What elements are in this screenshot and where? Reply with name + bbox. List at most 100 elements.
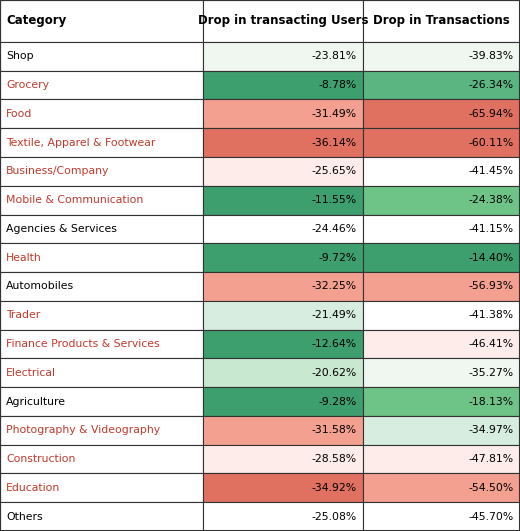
Bar (0, 272, 203, 301)
Bar (363, 129, 520, 157)
Bar (0, 243, 203, 272)
Bar (0, 416, 203, 444)
Bar (203, 71, 363, 99)
Text: Agriculture: Agriculture (6, 397, 66, 407)
Bar (203, 330, 363, 358)
Text: -32.25%: -32.25% (311, 281, 357, 292)
Text: Trader: Trader (6, 310, 41, 320)
Bar (363, 330, 520, 358)
Text: -25.08%: -25.08% (311, 511, 357, 521)
Text: Category: Category (6, 14, 67, 28)
Bar (363, 42, 520, 71)
Bar (363, 301, 520, 330)
Bar (0, 444, 203, 474)
Text: -8.78%: -8.78% (318, 80, 357, 90)
Bar (0, 0, 203, 42)
Text: Drop in transacting Users: Drop in transacting Users (198, 14, 368, 28)
Text: Finance Products & Services: Finance Products & Services (6, 339, 160, 349)
Bar (203, 243, 363, 272)
Text: -41.45%: -41.45% (469, 166, 514, 176)
Bar (0, 129, 203, 157)
Text: Mobile & Communication: Mobile & Communication (6, 195, 144, 205)
Bar (203, 99, 363, 129)
Text: Grocery: Grocery (6, 80, 49, 90)
Text: -23.81%: -23.81% (311, 52, 357, 62)
Text: -41.38%: -41.38% (469, 310, 514, 320)
Text: -35.27%: -35.27% (469, 368, 514, 378)
Text: -41.15%: -41.15% (469, 224, 514, 234)
Text: -12.64%: -12.64% (311, 339, 357, 349)
Text: -54.50%: -54.50% (469, 483, 514, 493)
Text: -39.83%: -39.83% (469, 52, 514, 62)
Text: Business/Company: Business/Company (6, 166, 110, 176)
Text: -34.92%: -34.92% (311, 483, 357, 493)
Bar (363, 186, 520, 215)
Text: -31.49%: -31.49% (311, 109, 357, 119)
Bar (0, 502, 203, 531)
Text: Drop in Transactions: Drop in Transactions (373, 14, 510, 28)
Text: Textile, Apparel & Footwear: Textile, Apparel & Footwear (6, 138, 155, 148)
Text: -11.55%: -11.55% (311, 195, 357, 205)
Text: Automobiles: Automobiles (6, 281, 74, 292)
Text: -24.46%: -24.46% (311, 224, 357, 234)
Bar (363, 474, 520, 502)
Text: -45.70%: -45.70% (469, 511, 514, 521)
Bar (0, 301, 203, 330)
Bar (203, 272, 363, 301)
Bar (203, 387, 363, 416)
Bar (0, 71, 203, 99)
Text: Shop: Shop (6, 52, 34, 62)
Bar (0, 99, 203, 129)
Bar (0, 330, 203, 358)
Text: -24.38%: -24.38% (469, 195, 514, 205)
Text: -34.97%: -34.97% (469, 425, 514, 435)
Text: Electrical: Electrical (6, 368, 56, 378)
Bar (0, 157, 203, 186)
Text: -60.11%: -60.11% (469, 138, 514, 148)
Bar (363, 157, 520, 186)
Bar (0, 186, 203, 215)
Bar (203, 157, 363, 186)
Text: -9.28%: -9.28% (318, 397, 357, 407)
Text: Agencies & Services: Agencies & Services (6, 224, 117, 234)
Text: -14.40%: -14.40% (469, 253, 514, 263)
Bar (363, 387, 520, 416)
Text: -65.94%: -65.94% (469, 109, 514, 119)
Text: -26.34%: -26.34% (469, 80, 514, 90)
Text: -18.13%: -18.13% (469, 397, 514, 407)
Text: -46.41%: -46.41% (469, 339, 514, 349)
Bar (203, 186, 363, 215)
Text: -25.65%: -25.65% (311, 166, 357, 176)
Bar (363, 416, 520, 444)
Text: Education: Education (6, 483, 60, 493)
Bar (363, 358, 520, 387)
Text: -21.49%: -21.49% (311, 310, 357, 320)
Bar (363, 502, 520, 531)
Text: Others: Others (6, 511, 43, 521)
Bar (363, 243, 520, 272)
Bar (0, 474, 203, 502)
Text: -36.14%: -36.14% (311, 138, 357, 148)
Bar (203, 444, 363, 474)
Bar (363, 71, 520, 99)
Bar (203, 502, 363, 531)
Bar (0, 387, 203, 416)
Text: -28.58%: -28.58% (311, 454, 357, 464)
Text: Construction: Construction (6, 454, 75, 464)
Bar (203, 416, 363, 444)
Bar (203, 0, 363, 42)
Bar (203, 301, 363, 330)
Bar (203, 42, 363, 71)
Bar (363, 0, 520, 42)
Bar (363, 99, 520, 129)
Bar (203, 215, 363, 243)
Bar (363, 272, 520, 301)
Text: Health: Health (6, 253, 42, 263)
Bar (0, 358, 203, 387)
Text: -56.93%: -56.93% (469, 281, 514, 292)
Bar (0, 42, 203, 71)
Bar (203, 474, 363, 502)
Text: -20.62%: -20.62% (311, 368, 357, 378)
Text: -47.81%: -47.81% (469, 454, 514, 464)
Bar (363, 215, 520, 243)
